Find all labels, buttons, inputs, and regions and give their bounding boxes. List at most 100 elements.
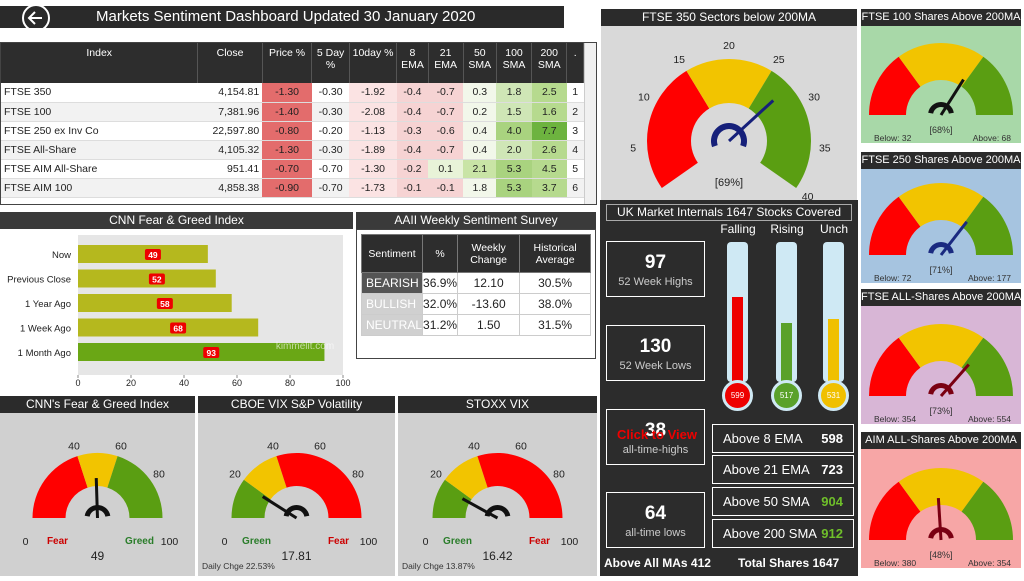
- gauge-scale-label: 100: [161, 536, 179, 548]
- table-row[interactable]: FTSE AIM All-Share 951.41 -0.70 -0.70 -1.30-…: [1, 159, 584, 179]
- gauge-hub: [928, 102, 954, 114]
- ma-count-box[interactable]: Above 21 EMA 723: [712, 455, 854, 484]
- right-gauge-panel: [71%] Below: 72 Above: 177: [861, 169, 1021, 283]
- aaii-column-header[interactable]: Weekly Change: [457, 234, 521, 273]
- table-cell: -0.90: [262, 178, 312, 198]
- table-cell: -0.30: [311, 102, 350, 122]
- gauge-title: CNN's Fear & Greed Index: [0, 396, 195, 413]
- bar[interactable]: [78, 318, 259, 337]
- table-cell: 4,154.81: [197, 83, 263, 103]
- gauge-left-label: Green: [443, 536, 472, 547]
- column-header[interactable]: Price %: [262, 43, 313, 83]
- gauge-percent: [69%]: [715, 177, 743, 189]
- table-cell: 1: [566, 83, 584, 103]
- gauge-segment: [444, 456, 488, 500]
- table-row[interactable]: FTSE 350 4,154.81 -1.30 -0.30 -1.92 -0.4 -0.7 0…: [1, 83, 584, 103]
- table-cell: 1.5: [496, 102, 532, 122]
- gauge-left-label: Fear: [47, 536, 68, 547]
- thermometer-fill: [828, 319, 839, 382]
- table-scrollbar[interactable]: [584, 43, 596, 204]
- column-header[interactable]: 5 Day %: [311, 43, 350, 83]
- table-cell: -1.30: [262, 83, 312, 103]
- gauge-segment: [32, 456, 88, 518]
- stat-value: 64: [644, 503, 667, 524]
- gauge-left-label: Green: [242, 536, 271, 547]
- internals-stat-box[interactable]: 97 52 Week Highs: [606, 241, 705, 297]
- back-button[interactable]: [22, 4, 50, 32]
- right-gauge-above: Above: 177: [968, 273, 1011, 283]
- table-cell: FTSE All-Share: [1, 140, 198, 160]
- category-label: 1 Month Ago: [18, 348, 71, 359]
- column-header[interactable]: 200 SMA: [531, 43, 568, 83]
- aaii-column-header[interactable]: Sentiment: [360, 234, 424, 273]
- gauge-scale-label: 20: [229, 468, 241, 480]
- gauge-panel: 0 20 40 60 80 100 Green Fear 17.81 Daily Chge 22.…: [198, 413, 395, 576]
- right-gauge-title: FTSE ALL-Shares Above 200MA: [861, 289, 1021, 306]
- table-row[interactable]: FTSE All-Share 4,105.32 -1.30 -0.30 -1.89 -0.…: [1, 140, 584, 160]
- table-cell: 4.5: [531, 159, 567, 179]
- table-cell: -0.2: [396, 159, 428, 179]
- column-header[interactable]: 50 SMA: [463, 43, 497, 83]
- table-cell: 0.3: [463, 83, 497, 103]
- category-label: 1 Year Ago: [25, 299, 71, 310]
- table-row[interactable]: FTSE 100 7,381.96 -1.40 -0.30 -2.08 -0.4 -0.7 0…: [1, 102, 584, 122]
- bar[interactable]: [78, 269, 216, 288]
- ma-value: 598: [821, 431, 843, 446]
- aaii-cell: 31.2%: [422, 314, 459, 336]
- gauge-segment: [647, 70, 710, 189]
- aaii-cell: 12.10: [457, 272, 521, 294]
- click-to-view-link[interactable]: Click to View: [617, 427, 697, 442]
- right-gauge-percent: [73%]: [929, 406, 952, 416]
- table-cell: -1.89: [349, 140, 397, 160]
- right-gauge-percent: [71%]: [929, 265, 952, 275]
- internals-stat-box[interactable]: 38 all-time-highs Click to View: [606, 409, 705, 465]
- column-header[interactable]: 100 SMA: [496, 43, 533, 83]
- column-header[interactable]: 8 EMA: [396, 43, 429, 83]
- gauge-scale-label: 60: [115, 441, 127, 453]
- gauge-needle: [939, 78, 965, 116]
- column-header[interactable]: .: [566, 43, 584, 83]
- bar[interactable]: [78, 294, 232, 312]
- gauge-scale-label: 5: [630, 142, 636, 154]
- internals-stat-box[interactable]: 64 all-time lows: [606, 492, 705, 548]
- internals-stat-box[interactable]: 130 52 Week Lows: [606, 325, 705, 381]
- table-row[interactable]: FTSE 250 ex Inv Co 22,597.80 -0.80 -0.20 -1.…: [1, 121, 584, 141]
- column-header[interactable]: 10day %: [349, 43, 398, 83]
- table-cell: -1.30: [349, 159, 397, 179]
- gauge-scale-label: 20: [430, 468, 442, 480]
- gauge-scale-label: 80: [553, 468, 565, 480]
- aaii-cell: 36.9%: [422, 272, 459, 294]
- column-header[interactable]: Index: [1, 43, 199, 83]
- column-header[interactable]: 21 EMA: [428, 43, 464, 83]
- thermometer-fill: [732, 296, 743, 382]
- table-cell: -0.30: [311, 83, 350, 103]
- back-arrow-icon: [27, 11, 42, 25]
- aaii-column-header[interactable]: %: [422, 234, 459, 273]
- table-cell: 6: [566, 178, 584, 198]
- table-cell: 1.6: [531, 102, 567, 122]
- aaii-row[interactable]: NEUTRAL 31.2% 1.50 31.5%: [360, 314, 591, 336]
- column-header[interactable]: Close: [197, 43, 263, 83]
- aaii-row[interactable]: BULLISH 32.0% -13.60 38.0%: [360, 293, 591, 315]
- ma-label: Above 200 SMA: [723, 526, 817, 541]
- gauge-scale-label: 0: [23, 536, 29, 548]
- bar[interactable]: [78, 245, 208, 263]
- gauge-segment: [961, 337, 1013, 396]
- aaii-row[interactable]: BEARISH 36.9% 12.10 30.5%: [360, 272, 591, 294]
- gauge-scale-label: 80: [153, 468, 165, 480]
- ma-count-box[interactable]: Above 8 EMA 598: [712, 424, 854, 453]
- gauge-hub: [84, 505, 111, 517]
- table-row[interactable]: FTSE AIM 100 4,858.38 -0.90 -0.70 -1.73 -0.1-…: [1, 178, 584, 198]
- stat-label: 52 Week Lows: [619, 360, 692, 372]
- gauge-scale-label: 20: [723, 40, 735, 52]
- aaii-column-header[interactable]: Historical Average: [519, 234, 591, 273]
- data-label: 93: [206, 348, 216, 358]
- gauge-segment: [77, 453, 118, 488]
- table-cell: -0.1: [396, 178, 428, 198]
- ma-count-box[interactable]: Above 50 SMA 904: [712, 487, 854, 516]
- right-gauge-above: Above: 354: [968, 558, 1011, 568]
- bar[interactable]: [78, 343, 325, 361]
- x-tick-label: 60: [232, 378, 242, 388]
- gauge-segment: [686, 59, 772, 109]
- ma-count-box[interactable]: Above 200 SMA 912: [712, 519, 854, 548]
